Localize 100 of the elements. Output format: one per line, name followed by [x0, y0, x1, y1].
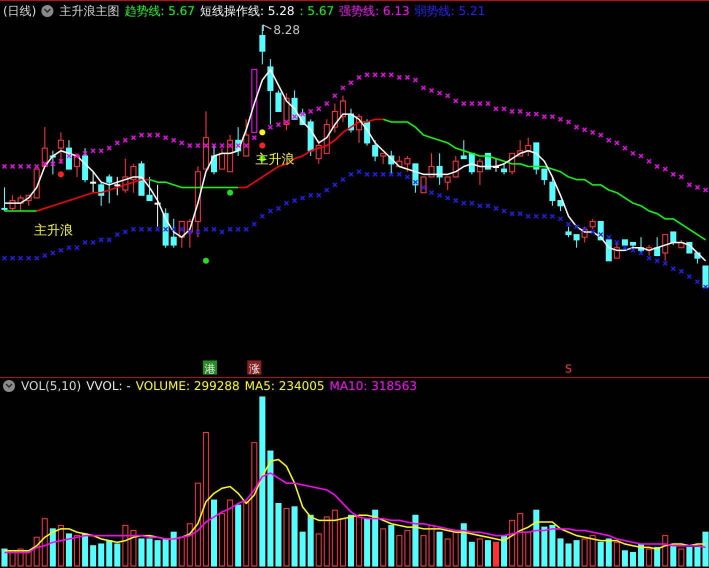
bar [404, 530, 410, 566]
point [227, 190, 234, 196]
bar [598, 542, 604, 566]
bar [340, 518, 346, 566]
bar [533, 510, 540, 566]
text: 短线操作线: 5.28 [200, 4, 295, 18]
bar [122, 524, 128, 566]
bar [251, 442, 258, 566]
bar [484, 540, 491, 566]
bar [444, 538, 451, 566]
bar [630, 552, 636, 566]
bar [476, 538, 483, 566]
bar [267, 450, 274, 566]
text: : 5.67 [300, 4, 334, 18]
bar [194, 482, 201, 566]
text: MA5: 234005 [244, 379, 325, 393]
text: 强势线: 6.13 [339, 4, 410, 18]
bar [614, 542, 620, 566]
bar [98, 544, 104, 566]
bar [509, 520, 516, 566]
bar [582, 538, 588, 566]
bar [106, 540, 112, 566]
bar [412, 514, 418, 566]
bar [74, 535, 80, 566]
bar [154, 540, 161, 566]
bar [162, 538, 169, 566]
bar [348, 514, 354, 566]
bar [243, 501, 250, 566]
annotation: 主升浪 [34, 222, 74, 238]
bar [364, 518, 370, 566]
bar [178, 536, 185, 566]
candlestick [259, 24, 266, 65]
bar [146, 538, 153, 566]
bar [300, 532, 306, 566]
point [259, 142, 266, 149]
bar [452, 532, 459, 566]
candlestick [90, 171, 96, 194]
bar [50, 528, 56, 566]
bar [493, 542, 500, 566]
text: MA10: 318563 [330, 379, 418, 393]
bar [235, 504, 242, 566]
bar [670, 545, 676, 566]
bar [259, 396, 266, 566]
bar [324, 516, 330, 566]
bar [702, 532, 708, 566]
bar [202, 432, 209, 566]
bar [219, 513, 226, 566]
bar [82, 533, 88, 566]
bar [678, 548, 684, 566]
bar [227, 500, 234, 566]
bar [686, 546, 692, 566]
chart-subtitle: (日线) [3, 4, 36, 18]
bar [646, 548, 652, 566]
candlestick [58, 132, 64, 164]
bar [114, 544, 120, 566]
bar [372, 510, 378, 566]
bar [622, 550, 628, 566]
bar [694, 546, 700, 566]
bar [574, 540, 580, 566]
bar [557, 538, 564, 566]
bar [468, 542, 475, 566]
text: VOLUME: 299288 [136, 379, 240, 393]
text: 弱势线: 5.21 [414, 4, 486, 18]
bar [396, 535, 402, 566]
bar [606, 538, 612, 566]
bar [186, 523, 193, 566]
bar [58, 524, 64, 566]
bar [332, 510, 338, 566]
bar [42, 518, 48, 566]
text: VVOL: - [86, 379, 131, 393]
bar [525, 532, 532, 566]
bar [590, 535, 596, 566]
bar [541, 526, 548, 566]
bar [420, 535, 426, 566]
chart-title: VOL(5,10) [21, 379, 82, 393]
bar [210, 500, 217, 566]
bar [388, 524, 394, 566]
bar [517, 513, 524, 566]
bar [130, 530, 136, 566]
point [58, 171, 64, 178]
text: 趋势线: 5.67 [124, 4, 195, 18]
bar [66, 533, 72, 566]
bar [566, 544, 572, 566]
bar [549, 524, 556, 566]
bar [292, 506, 298, 566]
annotation: 8.28 [273, 23, 300, 37]
bar [138, 538, 144, 566]
bar [308, 514, 314, 566]
bar [284, 508, 290, 566]
bar [501, 535, 508, 566]
bar [428, 524, 435, 566]
point [202, 258, 209, 264]
chart-title: 主升浪主图 [59, 4, 120, 18]
bar [316, 533, 322, 566]
bar [460, 523, 467, 566]
bar [436, 532, 443, 566]
text: S [565, 362, 572, 376]
bar [356, 516, 362, 566]
bar [170, 532, 177, 566]
bar [2, 548, 8, 566]
